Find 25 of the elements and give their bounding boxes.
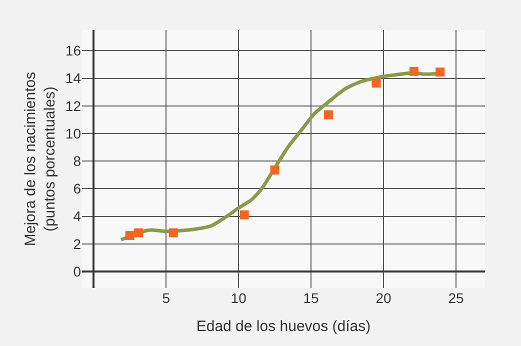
point xyxy=(134,228,144,238)
x-tick-label: 5 xyxy=(162,290,170,306)
y-tick-label: 10 xyxy=(65,125,82,142)
point xyxy=(324,110,333,120)
y-tick-label: 12 xyxy=(65,98,82,114)
y-tick-label: 4 xyxy=(73,208,82,224)
y-tick-label: 14 xyxy=(65,70,82,86)
y-tick-label: 0 xyxy=(73,263,82,280)
point xyxy=(409,66,418,76)
point xyxy=(168,228,178,238)
x-tick-label: 10 xyxy=(230,290,247,306)
x-axis-title: Edad de los huevos (días) xyxy=(196,318,371,335)
point xyxy=(270,166,280,175)
x-tick-label: 20 xyxy=(376,290,392,306)
point xyxy=(372,78,381,88)
point xyxy=(240,210,249,220)
x-tick-label: 25 xyxy=(448,290,464,306)
y-axis-title: Mejora de los nacimientos (puntos porcentuales) xyxy=(22,72,59,246)
y-tick-label: 8 xyxy=(73,152,82,169)
y-tick-label: 16 xyxy=(65,42,82,59)
x-tick-label: 15 xyxy=(303,290,320,306)
y-tick-label: 6 xyxy=(73,180,82,197)
point xyxy=(436,68,445,77)
point xyxy=(125,231,134,240)
y-tick-label: 2 xyxy=(73,236,82,252)
